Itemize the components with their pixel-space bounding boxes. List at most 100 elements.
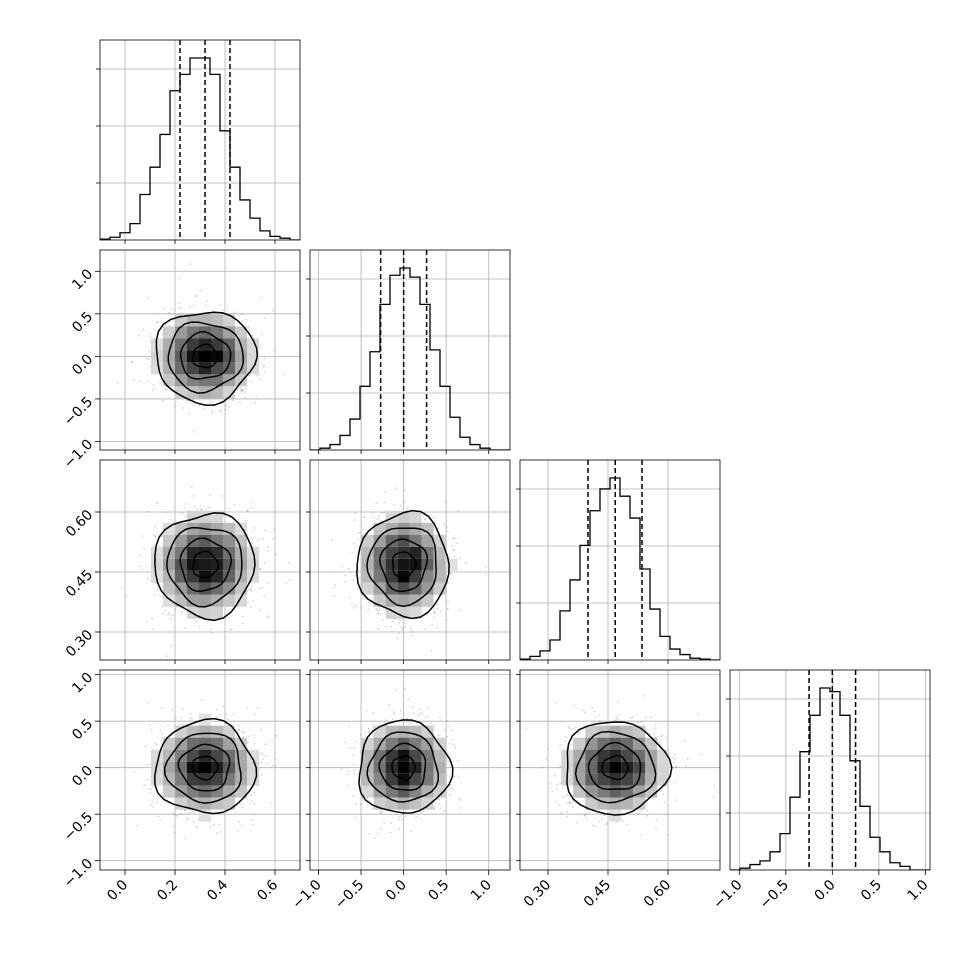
scatter-point xyxy=(333,586,336,589)
scatter-point xyxy=(159,729,162,732)
density-cell xyxy=(199,785,211,798)
density-cell xyxy=(247,570,259,583)
density-cell xyxy=(151,558,163,571)
scatter-point xyxy=(233,503,236,506)
scatter-point xyxy=(233,311,236,314)
scatter-point xyxy=(353,747,355,750)
density-cell xyxy=(235,534,247,547)
density-cell xyxy=(223,534,235,547)
hist-panel-1 xyxy=(306,249,511,451)
scatter-point xyxy=(584,812,587,815)
density-cell xyxy=(199,558,211,571)
ytick-label-3-2: 0.0 xyxy=(69,763,96,790)
scatter-point xyxy=(251,818,254,821)
scatter-point xyxy=(674,753,677,756)
density-cell xyxy=(163,582,175,595)
scatter-point xyxy=(272,529,275,531)
scatter-point xyxy=(617,701,620,703)
scatter-point xyxy=(375,608,378,610)
scatter-point xyxy=(594,716,597,718)
scatter-point xyxy=(266,582,269,585)
density-cell xyxy=(409,510,422,523)
scatter-point xyxy=(436,607,438,610)
scatter-point xyxy=(205,299,208,302)
hist-0-frame xyxy=(99,39,301,241)
density-cell xyxy=(361,546,374,559)
density-cell xyxy=(421,725,434,738)
scatter-point xyxy=(147,297,150,299)
scatter-point xyxy=(625,823,628,826)
scatter-point xyxy=(354,604,357,607)
density-cell xyxy=(247,558,259,571)
scatter-point xyxy=(351,602,354,605)
ytick-label-2-1: 0.45 xyxy=(63,567,96,600)
density-cell xyxy=(609,737,622,750)
density-cell xyxy=(187,546,199,559)
scatter-point xyxy=(603,814,606,817)
scatter-point xyxy=(251,800,254,803)
density-cell xyxy=(633,761,646,774)
scatter-point xyxy=(139,554,141,557)
density-cell xyxy=(421,594,434,607)
scatter-point xyxy=(378,515,381,517)
scatter-point xyxy=(247,735,250,738)
scatter-point xyxy=(172,812,175,815)
scatter-point xyxy=(630,717,632,719)
scatter-point xyxy=(568,727,571,729)
density-cell xyxy=(187,570,199,583)
scatter-point xyxy=(256,374,259,377)
scatter-point xyxy=(377,627,380,630)
scatter-point xyxy=(260,773,263,776)
scatter-point xyxy=(398,827,401,830)
density-cell xyxy=(433,761,446,774)
scatter-point xyxy=(565,736,567,738)
scatter-point xyxy=(640,810,643,813)
scatter-point xyxy=(371,807,374,810)
scatter-point xyxy=(148,332,151,335)
density-cell xyxy=(421,570,434,583)
scatter-point xyxy=(275,735,278,737)
scatter-point xyxy=(653,732,656,735)
scatter-point xyxy=(160,535,163,538)
scatter-point xyxy=(390,822,393,825)
scatter-point xyxy=(117,381,119,384)
scatter-point xyxy=(399,505,402,507)
scatter-point xyxy=(417,714,420,717)
scatter-point xyxy=(572,800,575,803)
scatter-point xyxy=(394,689,397,692)
scatter-point xyxy=(450,766,453,769)
scatter-point xyxy=(451,729,454,732)
scatter-point xyxy=(260,752,263,754)
pair-5-contour-1 xyxy=(587,741,642,790)
scatter-point xyxy=(199,289,202,292)
scatter-point xyxy=(627,720,630,723)
pair-0-contour-2 xyxy=(167,321,244,394)
xtick-label-0-2: 0.4 xyxy=(204,877,231,904)
scatter-point xyxy=(196,295,199,297)
scatter-point xyxy=(253,802,256,805)
scatter-point xyxy=(152,534,155,537)
scatter-point xyxy=(215,708,218,711)
scatter-point xyxy=(446,530,449,533)
scatter-point xyxy=(246,510,249,513)
scatter-point xyxy=(364,515,367,518)
scatter-point xyxy=(148,787,150,790)
scatter-point xyxy=(210,631,213,634)
scatter-point xyxy=(380,812,382,815)
scatter-point xyxy=(644,716,647,718)
scatter-point xyxy=(164,511,167,514)
scatter-point xyxy=(405,815,407,818)
density-cell xyxy=(187,737,199,750)
scatter-point xyxy=(380,512,383,515)
scatter-point xyxy=(262,758,265,761)
density-cell xyxy=(211,725,223,738)
scatter-point xyxy=(182,407,185,409)
scatter-point xyxy=(155,801,158,804)
scatter-point xyxy=(254,527,257,529)
scatter-point xyxy=(436,603,439,606)
scatter-point xyxy=(209,494,212,497)
scatter-point xyxy=(161,317,164,320)
scatter-point xyxy=(161,732,164,735)
scatter-point xyxy=(186,817,189,819)
